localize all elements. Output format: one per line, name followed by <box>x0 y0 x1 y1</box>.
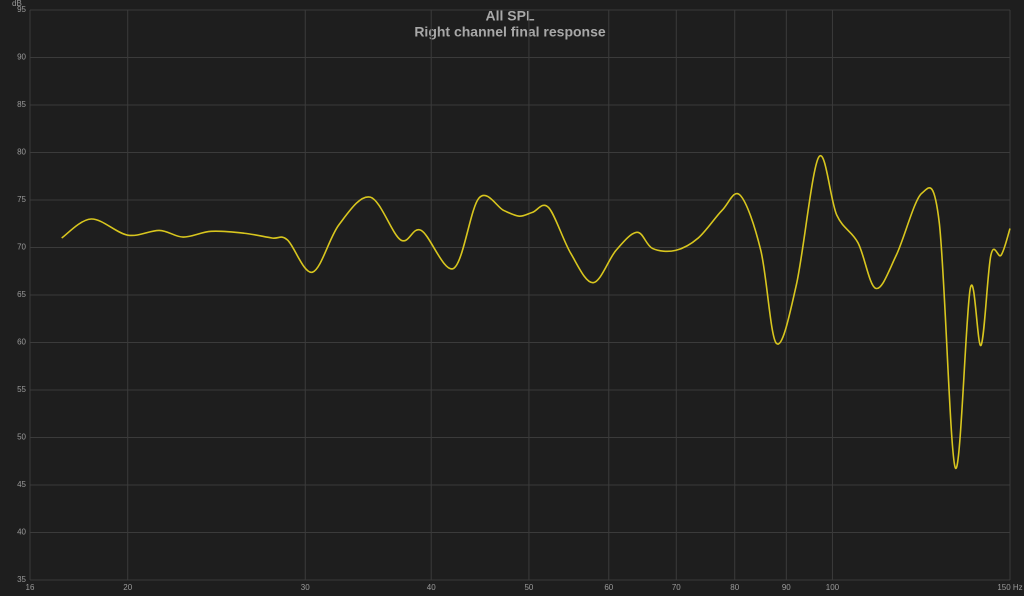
y-tick-label: 65 <box>17 290 26 299</box>
y-tick-label: 35 <box>17 575 26 584</box>
x-tick-label: 80 <box>730 583 739 592</box>
y-tick-label: 45 <box>17 480 26 489</box>
y-tick-label: 95 <box>17 5 26 14</box>
x-tick-label: 90 <box>782 583 791 592</box>
x-tick-label: 16 <box>26 583 35 592</box>
x-tick-label: 40 <box>427 583 436 592</box>
y-tick-label: 90 <box>17 53 26 62</box>
chart-title: All SPL <box>485 8 534 24</box>
y-tick-label: 75 <box>17 195 26 204</box>
y-tick-label: 80 <box>17 148 26 157</box>
y-tick-label: 60 <box>17 338 26 347</box>
y-tick-label: 70 <box>17 243 26 252</box>
x-tick-label: 70 <box>672 583 681 592</box>
x-tick-label: 30 <box>301 583 310 592</box>
x-tick-label: 100 <box>826 583 840 592</box>
series-line <box>61 154 1011 469</box>
chart-subtitle: Right channel final response <box>414 24 606 40</box>
y-tick-label: 85 <box>17 100 26 109</box>
y-tick-label: 55 <box>17 385 26 394</box>
x-tick-label: 50 <box>524 583 533 592</box>
x-tick-label: 150 Hz <box>997 583 1022 592</box>
x-tick-label: 20 <box>123 583 132 592</box>
y-axis-label: dB <box>12 0 22 8</box>
y-tick-label: 50 <box>17 433 26 442</box>
y-tick-label: 40 <box>17 528 26 537</box>
x-tick-label: 60 <box>604 583 613 592</box>
